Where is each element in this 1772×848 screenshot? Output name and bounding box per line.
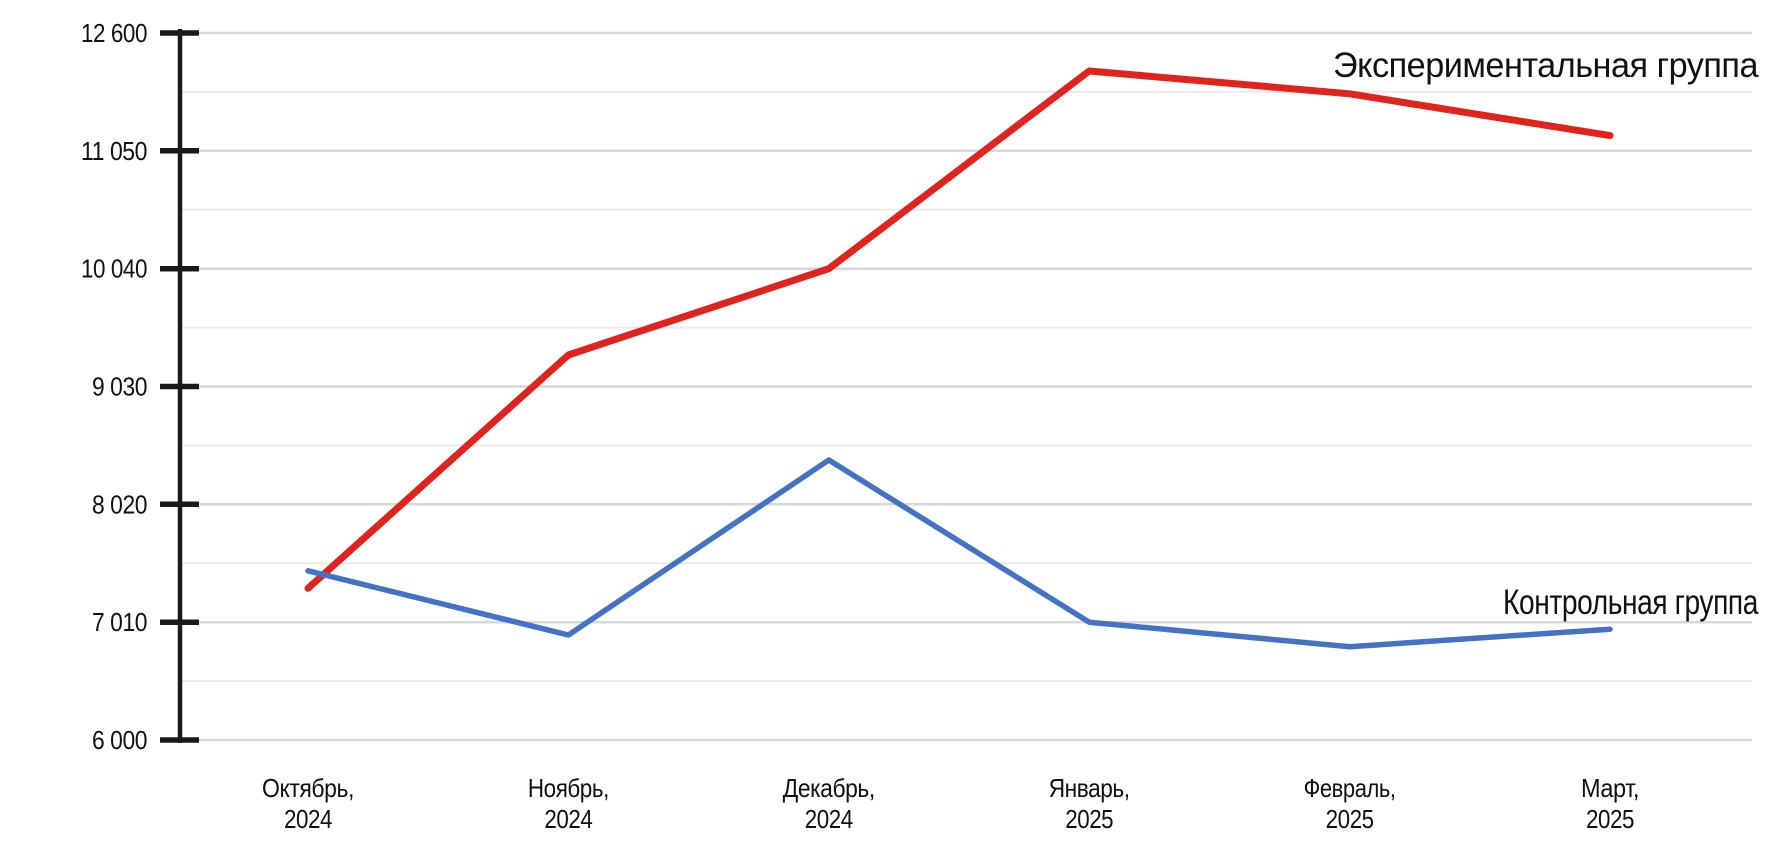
series-line-control-group [305, 457, 1613, 650]
x-axis-tick-label: Ноябрь, 2024 [528, 773, 609, 834]
series-label-control-group: Контрольная группа [1503, 583, 1759, 622]
y-axis-tick-label: 8 020 [92, 489, 147, 519]
x-axis-tick-label: Октябрь, 2024 [262, 773, 354, 834]
x-axis-tick-label: Февраль, 2025 [1304, 773, 1396, 834]
x-axis-tick-label: Декабрь, 2024 [783, 773, 875, 834]
y-axis-tick-label: 12 600 [81, 18, 147, 48]
y-axis-tick-label: 11 050 [81, 136, 147, 166]
y-axis-tick-label: 9 030 [92, 372, 147, 402]
series-line-experimental-group [304, 67, 1614, 592]
x-axis-tick-label: Январь, 2025 [1049, 773, 1130, 834]
series-label-experimental-group: Экспериментальная группа [1333, 46, 1759, 85]
y-axis-tick-label: 10 040 [81, 254, 147, 284]
x-axis-tick-label: Март, 2025 [1581, 773, 1639, 834]
y-axis-tick-label: 7 010 [92, 607, 147, 637]
y-axis-tick-label: 6 000 [92, 725, 147, 755]
